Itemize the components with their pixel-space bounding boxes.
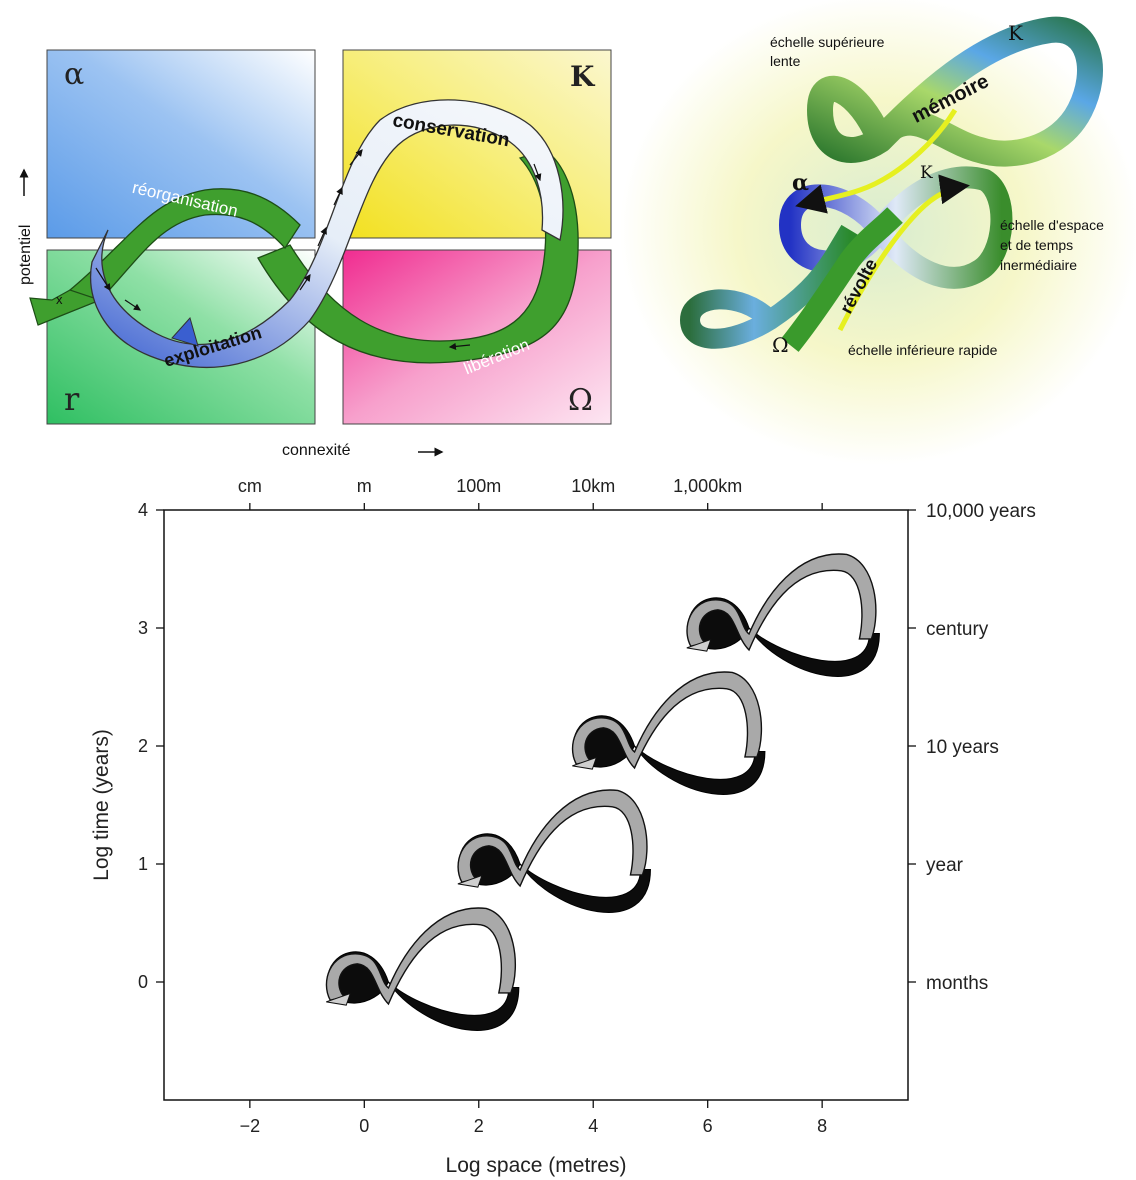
x-tick-label: 6 xyxy=(703,1116,713,1136)
top-axis-label: cm xyxy=(238,476,262,496)
x-tick-label: 0 xyxy=(359,1116,369,1136)
x-tick-label: 4 xyxy=(588,1116,598,1136)
right-axis-label: months xyxy=(926,973,988,994)
x-axis-title: Log space (metres) xyxy=(446,1154,627,1177)
panarchy-diagram: mémoire K K α Ω révolte échelle supérieu… xyxy=(620,0,1136,465)
k-mid-label: K xyxy=(920,163,933,183)
upper-scale-label-2: lente xyxy=(770,53,801,69)
cycle-front-band xyxy=(686,553,877,652)
memoire-arrow xyxy=(795,108,958,214)
y-tick-label: 3 xyxy=(138,618,148,638)
cycle-arrowhead xyxy=(457,874,483,888)
quadrant-kappa-label: K xyxy=(570,60,596,93)
middle-scale-label-2: et de temps xyxy=(1000,237,1073,253)
adaptive-cycle-diagram: α K r Ω conservation réorganisation expl… xyxy=(17,49,612,459)
y-tick-label: 1 xyxy=(138,854,148,874)
quadrant-r-label: r xyxy=(64,380,80,418)
plot-frame xyxy=(163,509,909,1101)
y-tick-label: 2 xyxy=(138,736,148,756)
revolte-ribbon xyxy=(781,207,903,352)
x-tick-label: 2 xyxy=(474,1116,484,1136)
exploitation-arrowhead xyxy=(171,316,199,347)
cycle-front-band xyxy=(457,789,648,888)
middle-scale-loop xyxy=(779,166,1013,289)
top-axis-label: 10km xyxy=(571,476,615,496)
right-axis-label: 10 years xyxy=(926,737,999,758)
k-top-label: K xyxy=(1008,21,1024,45)
tail-x xyxy=(29,289,102,326)
flow-arrows xyxy=(95,149,542,350)
x-axis-connexite: connexité xyxy=(282,442,351,459)
phase-x-label: x xyxy=(56,292,63,307)
quadrant-omega-label: Ω xyxy=(568,383,593,418)
cycle-arrowhead xyxy=(572,756,598,770)
cycle-arrowhead xyxy=(326,992,352,1006)
quadrant-alpha-label: α xyxy=(64,57,84,92)
upper-scale-label: échelle supérieure xyxy=(770,34,885,50)
right-axis-label: 10,000 years xyxy=(926,501,1036,522)
upper-scale-loop xyxy=(807,16,1103,167)
cycle-front-band xyxy=(325,907,517,1006)
y-axis-title: Log time (years) xyxy=(90,729,113,881)
middle-scale-label-1: échelle d'espace xyxy=(1000,217,1104,233)
x-tick-label: −2 xyxy=(240,1116,261,1136)
alpha-label: α xyxy=(792,170,809,196)
top-axis-label: 100m xyxy=(456,476,501,496)
space-time-chart: −2 0 2 4 6 8 0 1 2 3 4 cm m 100m 10km 1,000km 10,000 yea… xyxy=(90,476,1036,1177)
omega-label: Ω xyxy=(772,333,789,357)
lower-scale-loop xyxy=(680,224,859,349)
y-tick-label: 0 xyxy=(138,972,148,992)
lower-scale-label: échelle inférieure rapide xyxy=(848,342,998,358)
right-axis-label: year xyxy=(926,855,964,876)
chart-marks: −2 0 2 4 6 8 0 1 2 3 4 cm m 100m 10km 1,000km 10,000 yea… xyxy=(138,476,1036,1136)
cycle-front-band xyxy=(571,671,763,770)
x-tick-label: 8 xyxy=(817,1116,827,1136)
y-tick-label: 4 xyxy=(138,500,148,520)
top-axis-label: 1,000km xyxy=(673,476,742,496)
middle-scale-label-3: inermédiaire xyxy=(1000,257,1077,273)
right-axis-label: century xyxy=(926,619,989,640)
y-axis-potentiel: potentiel xyxy=(17,225,34,286)
cycle-arrowhead xyxy=(686,638,712,652)
top-axis-label: m xyxy=(357,476,372,496)
revolte-arrow xyxy=(837,174,970,332)
